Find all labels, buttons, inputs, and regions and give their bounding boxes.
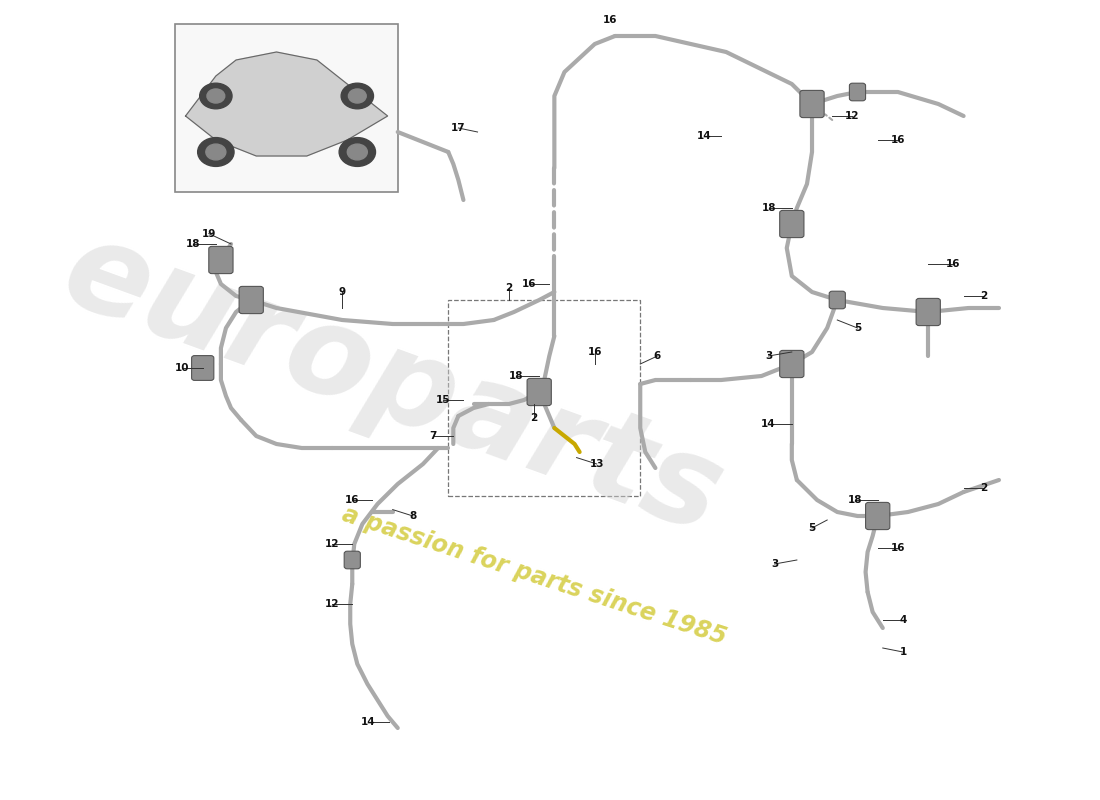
Circle shape xyxy=(339,138,375,166)
Text: 14: 14 xyxy=(761,419,776,429)
Text: 3: 3 xyxy=(764,351,772,361)
Circle shape xyxy=(206,144,225,160)
Text: 5: 5 xyxy=(854,323,861,333)
Text: 16: 16 xyxy=(603,15,617,25)
Text: 19: 19 xyxy=(201,229,216,238)
Text: 18: 18 xyxy=(186,239,200,249)
FancyBboxPatch shape xyxy=(191,355,213,380)
Text: a passion for parts since 1985: a passion for parts since 1985 xyxy=(339,502,729,650)
FancyBboxPatch shape xyxy=(239,286,263,314)
FancyBboxPatch shape xyxy=(780,210,804,238)
FancyBboxPatch shape xyxy=(866,502,890,530)
Text: 18: 18 xyxy=(761,203,776,213)
Text: 16: 16 xyxy=(587,347,602,357)
Text: 2: 2 xyxy=(505,283,513,293)
Text: 2: 2 xyxy=(980,291,988,301)
FancyBboxPatch shape xyxy=(829,291,846,309)
Text: 16: 16 xyxy=(946,259,960,269)
Text: 16: 16 xyxy=(891,135,905,145)
Circle shape xyxy=(348,144,367,160)
Text: 14: 14 xyxy=(696,131,712,141)
Text: 16: 16 xyxy=(891,543,905,553)
Text: 12: 12 xyxy=(324,599,339,609)
Text: 7: 7 xyxy=(429,431,437,441)
Text: 15: 15 xyxy=(436,395,451,405)
FancyBboxPatch shape xyxy=(849,83,866,101)
Text: 14: 14 xyxy=(361,717,376,726)
Circle shape xyxy=(207,89,224,103)
Text: 16: 16 xyxy=(521,279,537,289)
FancyBboxPatch shape xyxy=(527,378,551,406)
Text: 13: 13 xyxy=(590,459,604,469)
FancyBboxPatch shape xyxy=(209,246,233,274)
Text: 17: 17 xyxy=(451,123,465,133)
Circle shape xyxy=(200,83,232,109)
Circle shape xyxy=(198,138,234,166)
FancyBboxPatch shape xyxy=(780,350,804,378)
Bar xyxy=(449,300,640,496)
Text: 3: 3 xyxy=(771,559,779,569)
Text: europarts: europarts xyxy=(47,209,738,559)
Text: 12: 12 xyxy=(324,539,339,549)
Text: 8: 8 xyxy=(409,511,417,521)
Text: 12: 12 xyxy=(845,111,860,121)
FancyBboxPatch shape xyxy=(916,298,940,326)
Bar xyxy=(175,24,398,192)
Text: 16: 16 xyxy=(345,495,360,505)
Text: 18: 18 xyxy=(508,371,524,381)
Text: 1: 1 xyxy=(900,647,906,657)
Text: 9: 9 xyxy=(339,287,345,297)
Polygon shape xyxy=(186,52,387,156)
FancyBboxPatch shape xyxy=(800,90,824,118)
Text: 6: 6 xyxy=(653,351,661,361)
Circle shape xyxy=(341,83,374,109)
Text: 2: 2 xyxy=(530,413,538,422)
FancyBboxPatch shape xyxy=(344,551,361,569)
Text: 4: 4 xyxy=(900,615,906,625)
Text: 10: 10 xyxy=(175,363,190,373)
Text: 5: 5 xyxy=(808,523,815,533)
Circle shape xyxy=(349,89,366,103)
Text: 2: 2 xyxy=(980,483,988,493)
Text: 18: 18 xyxy=(848,495,862,505)
